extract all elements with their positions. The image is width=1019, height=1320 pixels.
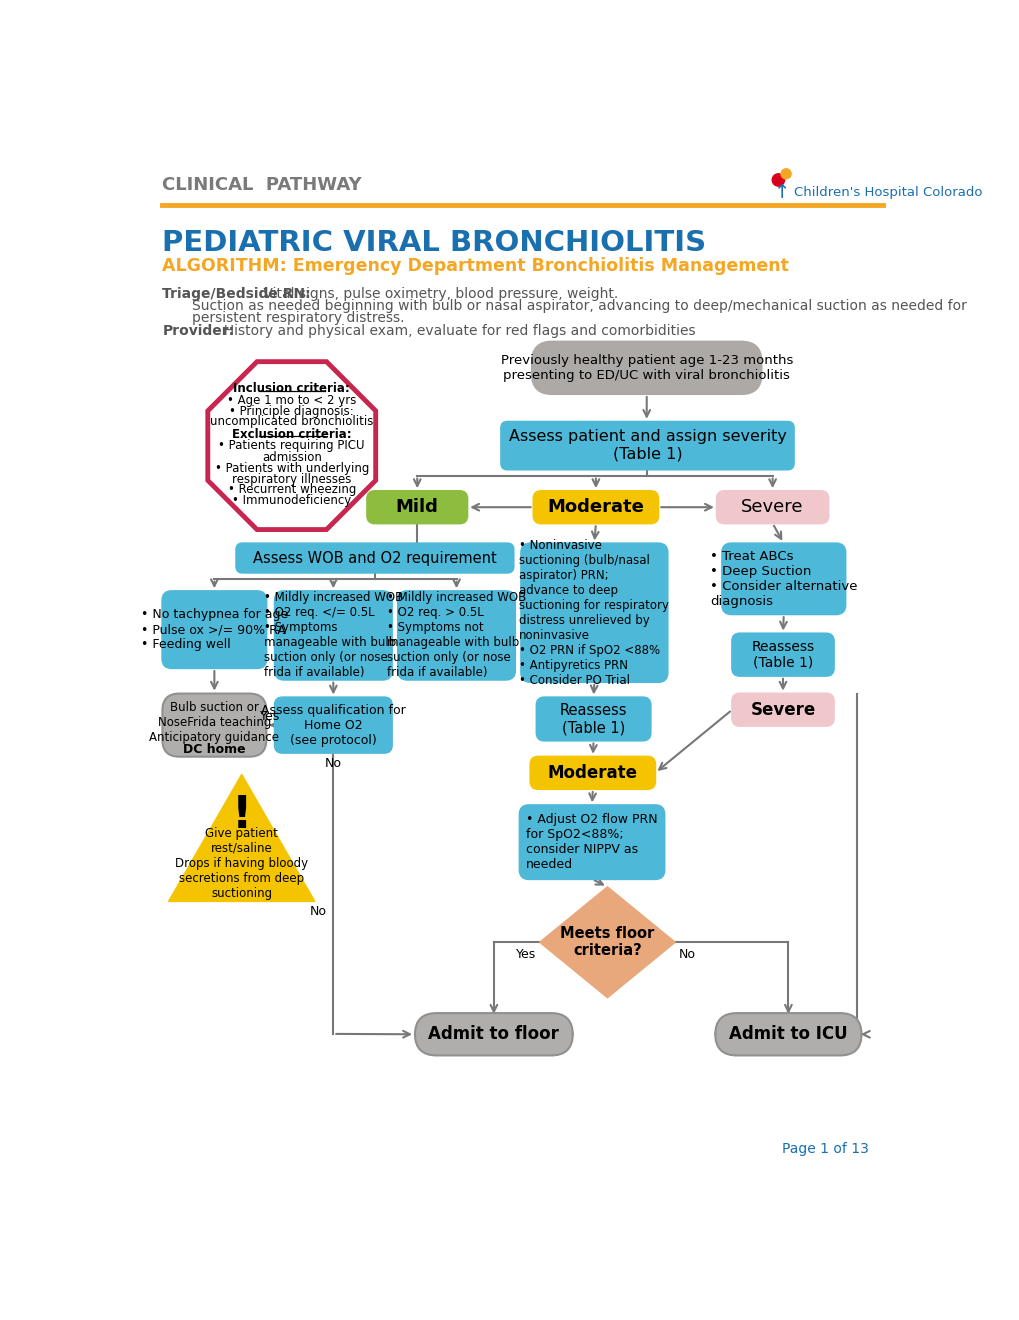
Text: Yes: Yes — [515, 948, 535, 961]
Text: Severe: Severe — [741, 498, 803, 516]
Text: • Treat ABCs
• Deep Suction
• Consider alternative
diagnosis: • Treat ABCs • Deep Suction • Consider a… — [709, 550, 857, 607]
Text: Meets floor
criteria?: Meets floor criteria? — [559, 927, 654, 958]
FancyBboxPatch shape — [532, 342, 761, 395]
Polygon shape — [208, 362, 375, 529]
Text: Exclusion criteria:: Exclusion criteria: — [231, 428, 352, 441]
Text: Assess patient and assign severity
(Table 1): Assess patient and assign severity (Tabl… — [508, 429, 786, 462]
Text: Provider:: Provider: — [162, 323, 234, 338]
Text: • Immunodeficiency: • Immunodeficiency — [232, 494, 351, 507]
FancyBboxPatch shape — [397, 591, 515, 680]
Text: • Noninvasive
suctioning (bulb/nasal
aspirator) PRN;
advance to deep
suctioning : • Noninvasive suctioning (bulb/nasal asp… — [519, 539, 668, 686]
Polygon shape — [539, 887, 675, 998]
Text: admission: admission — [262, 451, 321, 465]
FancyBboxPatch shape — [732, 634, 833, 676]
Text: Yes: Yes — [260, 710, 280, 723]
Text: • Mildly increased WOB
• O2 req. </= 0.5L
• Symptoms
manageable with bulb
suctio: • Mildly increased WOB • O2 req. </= 0.5… — [264, 591, 403, 680]
Text: Admit to floor: Admit to floor — [428, 1026, 558, 1043]
Text: Vital signs, pulse oximetry, blood pressure, weight.: Vital signs, pulse oximetry, blood press… — [259, 286, 618, 301]
Text: Triage/Bedside RN:: Triage/Bedside RN: — [162, 286, 311, 301]
Text: • Recurrent wheezing: • Recurrent wheezing — [227, 483, 356, 496]
FancyBboxPatch shape — [162, 591, 266, 668]
Text: History and physical exam, evaluate for red flags and comorbidities: History and physical exam, evaluate for … — [215, 323, 695, 338]
Text: Page 1 of 13: Page 1 of 13 — [782, 1142, 868, 1155]
Text: Moderate: Moderate — [547, 498, 644, 516]
FancyBboxPatch shape — [162, 693, 266, 756]
Text: Previously healthy patient age 1-23 months
presenting to ED/UC with viral bronch: Previously healthy patient age 1-23 mont… — [500, 354, 792, 381]
FancyBboxPatch shape — [533, 491, 657, 524]
Text: Children's Hospital Colorado: Children's Hospital Colorado — [793, 186, 981, 199]
FancyBboxPatch shape — [236, 544, 513, 573]
Text: Severe: Severe — [750, 701, 815, 718]
Text: ↑: ↑ — [773, 182, 790, 202]
Text: • Adjust O2 flow PRN
for SpO2<88%;
consider NIPPV as
needed: • Adjust O2 flow PRN for SpO2<88%; consi… — [526, 813, 657, 871]
Text: • Mildly increased WOB
• O2 req. > 0.5L
• Symptoms not
manageable with bulb
suct: • Mildly increased WOB • O2 req. > 0.5L … — [386, 591, 526, 680]
Text: • Age 1 mo to < 2 yrs: • Age 1 mo to < 2 yrs — [227, 395, 356, 407]
FancyBboxPatch shape — [721, 544, 845, 614]
Text: respiratory illnesses: respiratory illnesses — [232, 473, 352, 486]
Text: • Principle diagnosis:: • Principle diagnosis: — [229, 405, 354, 418]
Text: No: No — [310, 906, 327, 919]
Text: Assess qualification for
Home O2
(see protocol): Assess qualification for Home O2 (see pr… — [261, 704, 406, 747]
Text: Inclusion criteria:: Inclusion criteria: — [233, 383, 350, 396]
FancyBboxPatch shape — [500, 422, 793, 470]
FancyBboxPatch shape — [415, 1014, 573, 1056]
FancyBboxPatch shape — [716, 491, 827, 524]
Polygon shape — [168, 775, 315, 902]
Text: Assess WOB and O2 requirement: Assess WOB and O2 requirement — [253, 550, 496, 565]
Text: Reassess
(Table 1): Reassess (Table 1) — [559, 702, 627, 735]
FancyBboxPatch shape — [519, 805, 663, 879]
Circle shape — [781, 169, 791, 178]
Text: • Patients with underlying: • Patients with underlying — [214, 462, 369, 475]
Text: • Patients requiring PICU: • Patients requiring PICU — [218, 440, 365, 453]
Text: • No tachypnea for age
• Pulse ox >/= 90% RA
• Feeding well: • No tachypnea for age • Pulse ox >/= 90… — [141, 609, 287, 651]
Text: DC home: DC home — [182, 743, 246, 756]
FancyBboxPatch shape — [274, 697, 391, 752]
Text: persistent respiratory distress.: persistent respiratory distress. — [192, 312, 404, 325]
Text: !: ! — [231, 793, 252, 837]
Text: PEDIATRIC VIRAL BRONCHIOLITIS: PEDIATRIC VIRAL BRONCHIOLITIS — [162, 230, 706, 257]
Text: Mild: Mild — [395, 498, 438, 516]
FancyBboxPatch shape — [714, 1014, 861, 1056]
Text: Give patient
rest/saline
Drops if having bloody
secretions from deep
suctioning: Give patient rest/saline Drops if having… — [175, 826, 308, 900]
Text: Bulb suction or
NoseFrida teaching
Anticipatory guidance: Bulb suction or NoseFrida teaching Antic… — [149, 701, 279, 744]
FancyBboxPatch shape — [274, 591, 391, 680]
Text: No: No — [324, 758, 341, 771]
FancyBboxPatch shape — [536, 697, 650, 741]
Text: No: No — [679, 948, 695, 961]
FancyBboxPatch shape — [732, 693, 833, 726]
Text: Suction as needed beginning with bulb or nasal aspirator, advancing to deep/mech: Suction as needed beginning with bulb or… — [192, 300, 966, 313]
Text: CLINICAL  PATHWAY: CLINICAL PATHWAY — [162, 177, 362, 194]
Text: Admit to ICU: Admit to ICU — [729, 1026, 847, 1043]
FancyBboxPatch shape — [521, 544, 666, 682]
Text: Reassess
(Table 1): Reassess (Table 1) — [751, 640, 814, 669]
Text: Moderate: Moderate — [547, 764, 637, 781]
FancyBboxPatch shape — [530, 756, 654, 789]
Text: ALGORITHM: Emergency Department Bronchiolitis Management: ALGORITHM: Emergency Department Bronchio… — [162, 257, 789, 275]
Text: uncomplicated bronchiolitis: uncomplicated bronchiolitis — [210, 414, 373, 428]
FancyBboxPatch shape — [367, 491, 467, 524]
Circle shape — [771, 174, 784, 186]
